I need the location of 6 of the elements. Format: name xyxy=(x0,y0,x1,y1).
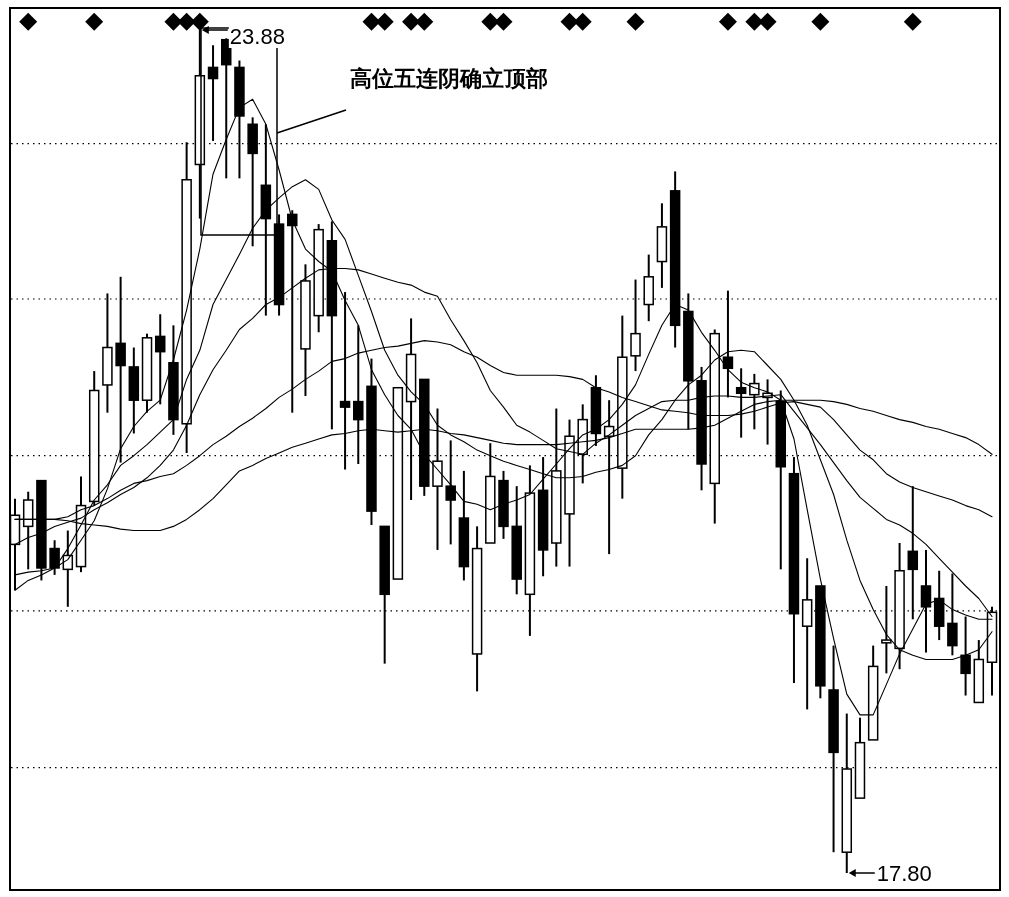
candlestick xyxy=(49,539,60,576)
annotation: 17.80 xyxy=(876,861,932,886)
candlestick xyxy=(207,44,219,142)
annotation: 23.88 xyxy=(229,24,285,49)
candlestick xyxy=(154,313,166,406)
annotation: 高位五连阴确立顶部 xyxy=(350,66,548,91)
